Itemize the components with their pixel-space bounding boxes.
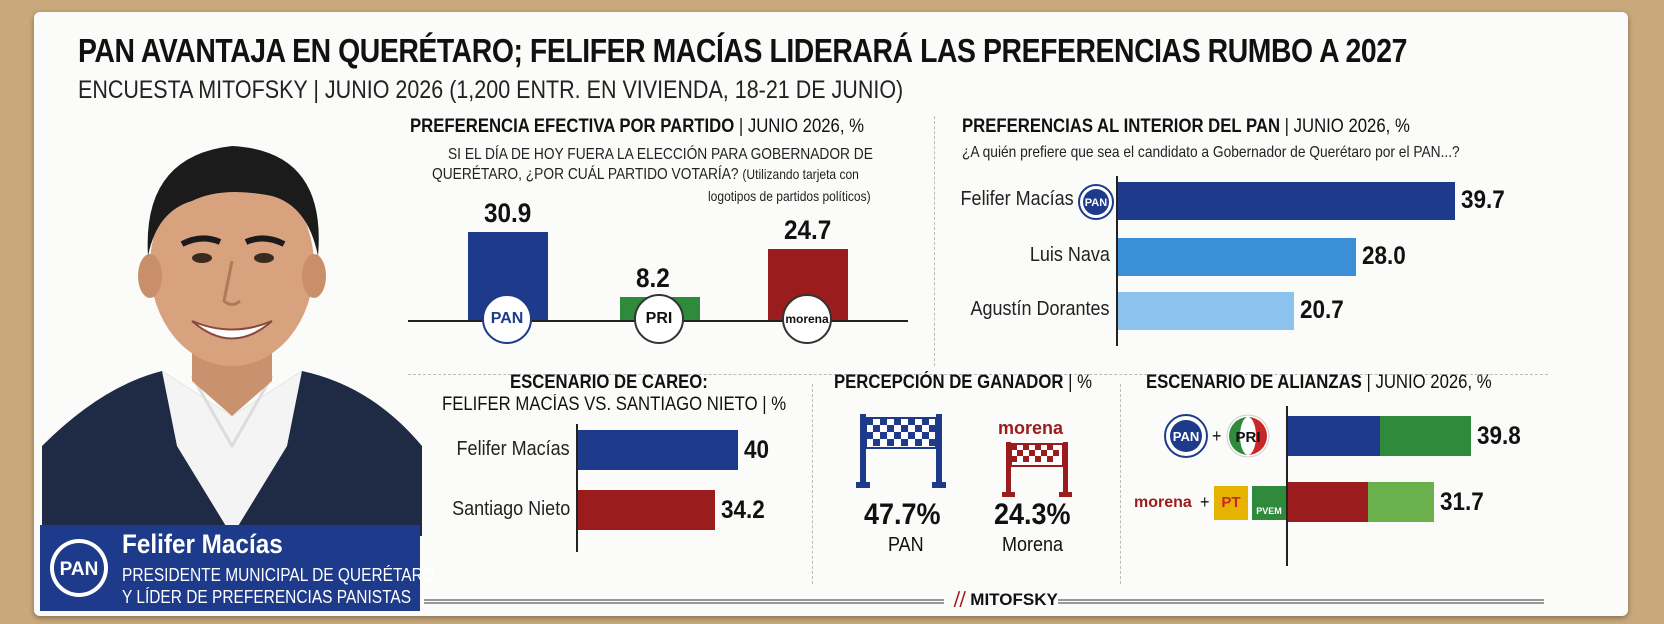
pvem-logo-icon: PVEM: [1252, 486, 1286, 520]
chart3-value-1: 34.2: [720, 496, 765, 524]
pan-logo-icon: PAN: [1164, 414, 1208, 458]
chart3-bar-0: [578, 430, 738, 470]
chart3-value-0: 40: [744, 436, 770, 464]
name-plate: PAN Felifer Macías PRESIDENTE MUNICIPAL …: [40, 525, 435, 611]
chart5-title: ESCENARIO DE ALIANZAS | JUNIO 2026, %: [1146, 372, 1492, 393]
divider-horizontal: [408, 374, 1548, 375]
candidate-role-line2: Y LÍDER DE PREFERENCIAS PANISTAS: [122, 587, 412, 607]
chart2-2-value: 20.7: [1299, 296, 1344, 324]
chart1-value-pan: 30.9: [484, 197, 532, 228]
chart3-bar-1: [578, 490, 715, 530]
chart3-title-line1: ESCENARIO DE CAREO:: [510, 372, 708, 393]
chart3-label-0: Felifer Macías: [456, 438, 570, 460]
svg-text:PAN: PAN: [1173, 429, 1199, 444]
chart2-0-value: 39.7: [1461, 186, 1506, 214]
pan-logo-text: PAN: [60, 559, 99, 580]
page-title: PAN AVANTAJA EN QUERÉTARO; FELIFER MACÍA…: [78, 32, 1407, 69]
chart3-label-1: Santiago Nieto: [451, 498, 570, 520]
chart2-0-bar: [1118, 182, 1456, 220]
winner-morena-label: Morena: [1002, 534, 1064, 556]
chart1-logo-pan-icon: PAN: [482, 294, 532, 344]
page-subtitle: ENCUESTA MITOFSKY | JUNIO 2026 (1,200 EN…: [78, 76, 904, 104]
pt-logo-icon: PT: [1214, 486, 1248, 520]
chart2-1-value: 28.0: [1362, 242, 1406, 270]
chart1-logo-morena-icon: morena: [782, 294, 832, 344]
winner-morena-value: 24.3%: [994, 498, 1071, 531]
morena-logo-text: morena: [998, 418, 1064, 438]
pri-logo-icon: PRI: [1226, 414, 1270, 458]
divider-vertical-bottom-2: [1120, 384, 1121, 584]
chart2-2-label: Agustín Dorantes: [970, 298, 1110, 320]
chart5-value-0: 39.8: [1477, 422, 1521, 450]
chart2-question: ¿A quién prefiere que sea el candidato a…: [962, 144, 1460, 161]
chart3-axis: [576, 424, 578, 552]
pan-logo-icon: PAN: [1078, 184, 1114, 220]
alliance2-morena-text: morena: [1134, 494, 1192, 511]
chart2-1-label: Luis Nava: [1029, 244, 1110, 266]
divider-vertical-bottom-1: [812, 384, 813, 584]
morena-finish-line-icon: [1002, 442, 1072, 497]
svg-text:PRI: PRI: [1235, 429, 1260, 446]
chart1-question-note2: logotipos de partidos políticos): [708, 188, 871, 204]
pan-finish-line-icon: [856, 414, 946, 488]
chart3-title-line2: FELIFER MACÍAS VS. SANTIAGO NIETO | %: [442, 394, 787, 415]
mitofsky-logo: ⧸⧸ MITOFSKY: [954, 590, 1058, 609]
chart4-title: PERCEPCIÓN DE GANADOR | %: [834, 372, 1092, 393]
chart2-0-label: Felifer Macías: [960, 188, 1074, 210]
footer-rule-right: [1058, 599, 1544, 604]
candidate-role-line1: PRESIDENTE MUNICIPAL DE QUERÉTARO: [122, 565, 435, 585]
svg-text:PAN: PAN: [1085, 197, 1107, 209]
chart1-question-line2: QUERÉTARO, ¿POR CUÁL PARTIDO VOTARÍA? (U…: [432, 166, 859, 183]
chart2-1-bar: [1118, 238, 1356, 276]
chart2-2-bar: [1118, 292, 1294, 330]
chart5-bar-0-seg-1: [1379, 416, 1472, 456]
pan-logo-icon: PAN: [50, 539, 108, 597]
chart2-axis: [1116, 176, 1118, 346]
footer-rule-left: [424, 599, 944, 604]
candidate-name: Felifer Macías: [122, 529, 283, 559]
chart5-axis: [1286, 406, 1288, 566]
winner-pan-label: PAN: [888, 534, 924, 556]
chart1-value-pri: 8.2: [636, 262, 670, 293]
chart5-bar-1-seg-0: [1288, 482, 1369, 522]
chart5-bar-1-seg-1: [1368, 482, 1434, 522]
chart1-title: PREFERENCIA EFECTIVA POR PARTIDO | JUNIO…: [410, 116, 865, 137]
chart5-bar-0-seg-0: [1288, 416, 1380, 456]
chart1-logo-pri-icon: PRI: [634, 294, 684, 344]
chart5-value-1: 31.7: [1439, 488, 1484, 516]
divider-vertical-top: [934, 116, 935, 366]
winner-pan-value: 47.7%: [864, 498, 941, 531]
candidate-portrait: [42, 116, 422, 536]
chart1-question-line1: SI EL DÍA DE HOY FUERA LA ELECCIÓN PARA …: [448, 146, 873, 163]
alliance2-plus: +: [1200, 492, 1210, 512]
chart2-title: PREFERENCIAS AL INTERIOR DEL PAN | JUNIO…: [962, 116, 1410, 137]
chart1-value-morena: 24.7: [784, 215, 832, 246]
alliance1-plus: +: [1212, 426, 1222, 446]
infographic-card: PAN AVANTAJA EN QUERÉTARO; FELIFER MACÍA…: [34, 12, 1628, 616]
